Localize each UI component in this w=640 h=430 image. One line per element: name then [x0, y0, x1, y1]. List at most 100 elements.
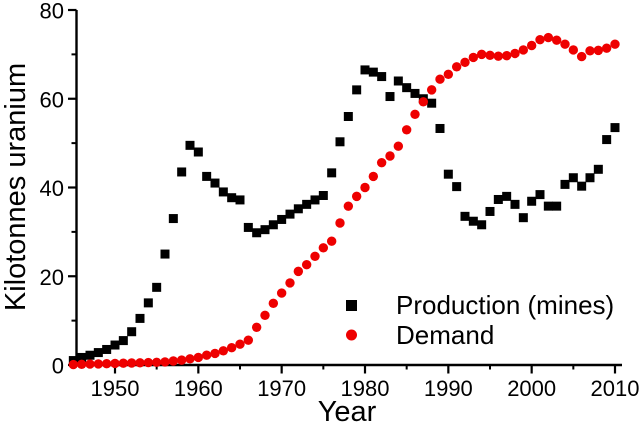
y-axis-title: Kilotonnes uranium — [0, 63, 32, 311]
tick-labels-group: 0 20 40 60 80 1950 1960 1970 1980 1990 2000 2010 — [40, 0, 640, 401]
demand-point — [268, 298, 279, 309]
production-point — [85, 350, 95, 360]
production-point — [577, 181, 587, 191]
demand-point — [185, 354, 195, 364]
demand-point — [251, 322, 262, 332]
production-point — [568, 173, 578, 183]
x-tick-label: 1960 — [174, 376, 223, 401]
legend-production-label: Production (mines) — [396, 290, 614, 320]
production-point — [335, 137, 345, 147]
production-point — [202, 171, 212, 181]
demand-series — [68, 32, 620, 370]
production-point — [218, 187, 228, 197]
legend-demand-marker-icon — [346, 329, 357, 341]
demand-point — [393, 141, 404, 151]
y-tick-label: 80 — [40, 0, 64, 24]
demand-point — [560, 39, 570, 49]
demand-point — [335, 218, 345, 228]
production-point — [510, 199, 520, 209]
demand-point — [143, 357, 154, 368]
production-point — [368, 67, 378, 77]
demand-point — [468, 52, 479, 63]
demand-point — [518, 45, 529, 55]
production-point — [552, 201, 562, 211]
production-point — [610, 123, 620, 133]
demand-point — [535, 35, 545, 45]
production-point — [502, 191, 512, 201]
demand-point — [126, 358, 137, 368]
demand-point — [485, 50, 495, 60]
demand-point — [168, 356, 179, 366]
production-point — [93, 348, 103, 358]
production-point — [452, 182, 462, 192]
demand-point — [568, 45, 579, 55]
demand-point — [201, 350, 212, 360]
demand-point — [368, 171, 379, 182]
production-point — [260, 225, 270, 235]
demand-point — [293, 266, 304, 277]
production-point — [243, 222, 253, 232]
production-point — [385, 92, 395, 102]
demand-point — [318, 243, 329, 253]
demand-point — [551, 35, 562, 45]
x-tick-label: 1980 — [341, 376, 390, 401]
production-point — [227, 193, 237, 203]
production-point — [435, 123, 445, 133]
demand-point — [476, 49, 487, 60]
demand-point — [576, 51, 587, 62]
production-point — [185, 140, 195, 150]
demand-point — [285, 278, 295, 288]
demand-point — [276, 288, 287, 298]
production-series — [68, 65, 620, 366]
production-point — [427, 98, 437, 108]
production-point — [118, 336, 128, 346]
production-point — [77, 352, 87, 362]
demand-point — [501, 51, 512, 61]
production-point — [460, 211, 470, 221]
production-point — [252, 228, 262, 238]
production-point — [585, 173, 595, 183]
demand-point — [385, 151, 395, 161]
demand-point — [93, 359, 104, 369]
demand-point — [310, 251, 320, 261]
demand-point — [443, 69, 454, 80]
x-tick-label: 2000 — [507, 376, 556, 401]
production-point — [318, 190, 328, 200]
demand-point — [510, 48, 520, 59]
demand-point — [210, 348, 220, 359]
demand-point — [543, 32, 554, 43]
demand-point — [526, 40, 537, 51]
demand-point — [410, 109, 420, 119]
demand-point — [326, 236, 337, 246]
production-point — [285, 209, 295, 219]
production-point — [268, 220, 278, 230]
production-point — [377, 72, 387, 82]
demand-point — [593, 45, 604, 56]
production-point — [485, 206, 495, 216]
demand-point — [351, 191, 362, 202]
production-point — [235, 195, 245, 205]
production-point — [527, 196, 537, 206]
x-tick-label: 2010 — [591, 376, 640, 401]
demand-point — [235, 339, 245, 349]
production-point — [135, 313, 145, 323]
production-point — [543, 201, 553, 211]
demand-point — [493, 51, 504, 61]
production-point — [477, 220, 487, 230]
production-point — [327, 168, 337, 178]
demand-point — [76, 359, 87, 370]
y-tick-label: 20 — [40, 265, 64, 290]
y-tick-label: 40 — [40, 176, 64, 201]
production-point — [402, 83, 412, 93]
demand-point — [376, 157, 387, 168]
production-point — [168, 214, 178, 224]
demand-point — [160, 357, 170, 367]
production-point — [143, 298, 153, 308]
demand-point — [218, 346, 229, 356]
demand-point — [101, 358, 112, 369]
y-tick-label: 60 — [40, 87, 64, 112]
demand-point — [68, 359, 79, 370]
demand-point — [301, 260, 312, 270]
demand-point — [243, 335, 254, 345]
demand-point — [226, 342, 237, 353]
